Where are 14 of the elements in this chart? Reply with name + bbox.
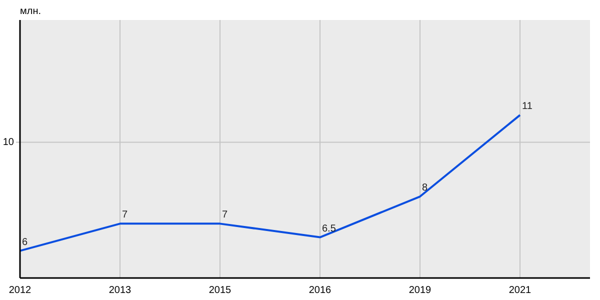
x-tick-label: 2015 — [208, 285, 232, 296]
x-tick-label: 2013 — [108, 285, 132, 296]
data-label: 8 — [422, 182, 428, 194]
data-label: 11 — [522, 101, 533, 112]
data-label: 6 — [22, 236, 28, 248]
data-label: 7 — [122, 210, 128, 221]
ref-line-label: 10 — [2, 137, 14, 148]
x-tick-label: 2016 — [308, 285, 332, 296]
data-label: 6.5 — [322, 223, 336, 234]
data-label: 7 — [222, 210, 228, 221]
y-axis-title: млн. — [20, 6, 42, 17]
x-tick-label: 2012 — [8, 285, 32, 296]
x-tick-label: 2019 — [408, 285, 432, 296]
x-tick-label: 2021 — [508, 285, 532, 296]
